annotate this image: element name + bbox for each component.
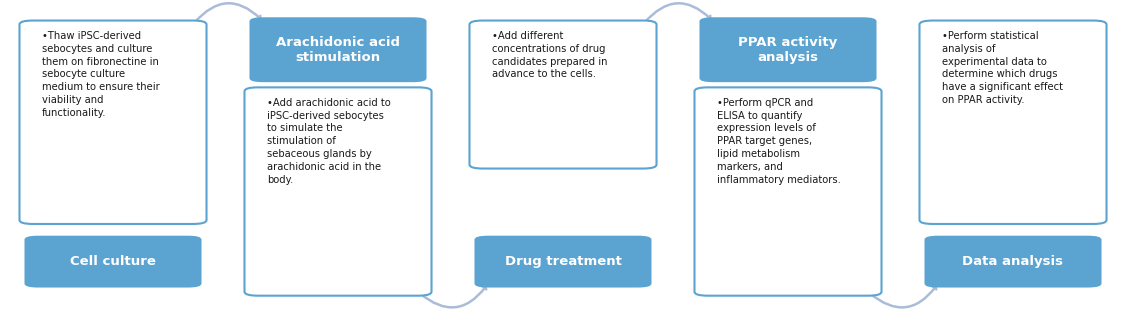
Text: •Add different
concentrations of drug
candidates prepared in
advance to the cell: •Add different concentrations of drug ca… <box>492 31 608 79</box>
Text: •Add arachidonic acid to
iPSC-derived sebocytes
to simulate the
stimulation of
s: •Add arachidonic acid to iPSC-derived se… <box>267 98 391 185</box>
Text: Drug treatment: Drug treatment <box>504 255 622 268</box>
Text: •Thaw iPSC-derived
sebocytes and culture
them on fibronectine in
sebocyte cultur: •Thaw iPSC-derived sebocytes and culture… <box>42 31 160 118</box>
FancyBboxPatch shape <box>470 21 656 169</box>
FancyBboxPatch shape <box>25 236 202 288</box>
FancyBboxPatch shape <box>250 17 427 82</box>
FancyBboxPatch shape <box>695 87 882 296</box>
FancyBboxPatch shape <box>19 21 206 224</box>
Text: Arachidonic acid
stimulation: Arachidonic acid stimulation <box>276 36 400 64</box>
Text: PPAR activity
analysis: PPAR activity analysis <box>739 36 838 64</box>
FancyBboxPatch shape <box>924 236 1101 288</box>
FancyBboxPatch shape <box>699 17 876 82</box>
FancyBboxPatch shape <box>244 87 431 296</box>
Text: Cell culture: Cell culture <box>70 255 155 268</box>
Text: Data analysis: Data analysis <box>963 255 1063 268</box>
Text: •Perform statistical
analysis of
experimental data to
determine which drugs
have: •Perform statistical analysis of experim… <box>942 31 1063 105</box>
Text: •Perform qPCR and
ELISA to quantify
expression levels of
PPAR target genes,
lipi: •Perform qPCR and ELISA to quantify expr… <box>717 98 841 185</box>
FancyBboxPatch shape <box>920 21 1107 224</box>
FancyBboxPatch shape <box>474 236 652 288</box>
